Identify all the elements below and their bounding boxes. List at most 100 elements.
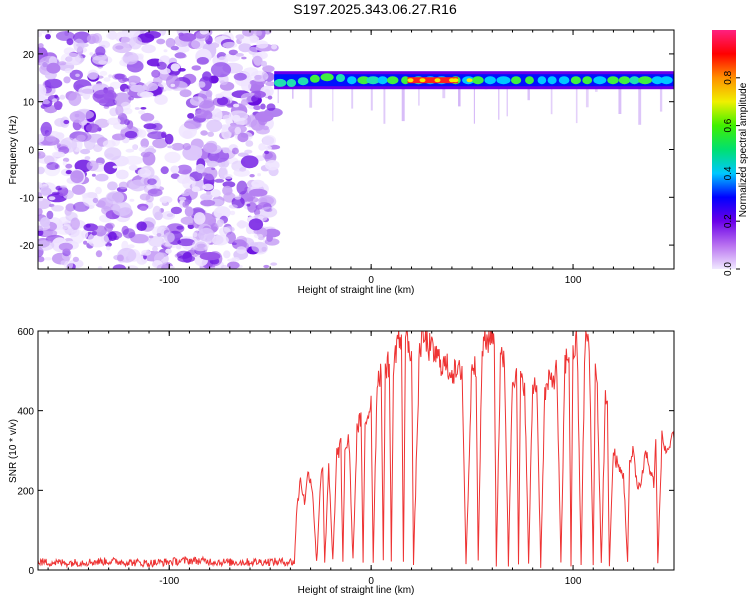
spectrogram-frame [37, 29, 675, 270]
noise-speckle [264, 238, 280, 246]
noise-speckle [44, 257, 53, 261]
noise-speckle [154, 94, 168, 105]
tone-blob [366, 76, 380, 85]
noise-speckle [92, 55, 113, 65]
noise-speckle [178, 32, 184, 37]
noise-speckle [84, 156, 91, 161]
noise-speckle [112, 264, 126, 269]
noise-speckle [163, 49, 168, 53]
noise-speckle [164, 151, 181, 164]
y-tick-label: 0 [28, 566, 34, 577]
noise-speckle [65, 169, 72, 175]
noise-speckle [263, 30, 272, 35]
noise-speckle [235, 53, 244, 57]
noise-speckle [46, 62, 61, 74]
tone-hot-spot [449, 78, 455, 83]
colorbar: 0.0 0.2 0.4 0.6 0.8 Normalized spectral ampl… [712, 30, 749, 276]
noise-speckle [38, 181, 43, 189]
noise-speckle [245, 140, 254, 147]
noise-speckle [64, 260, 73, 269]
noise-speckle [38, 208, 43, 216]
noise-speckle [94, 225, 107, 237]
noise-speckle [266, 103, 276, 111]
noise-speckle [187, 113, 195, 119]
noise-speckle [128, 95, 135, 101]
noise-speckle [156, 61, 167, 70]
noise-speckle [237, 152, 249, 157]
noise-speckle [42, 99, 50, 105]
noise-speckle [112, 201, 132, 217]
noise-speckle [48, 196, 56, 201]
noise-speckle [227, 258, 234, 262]
noise-speckle [97, 266, 103, 269]
noise-speckle [108, 74, 113, 78]
noise-speckle [147, 178, 157, 185]
noise-speckle [53, 151, 66, 158]
noise-speckle [201, 172, 208, 176]
noise-speckle [128, 164, 138, 171]
noise-speckle [211, 108, 223, 122]
noise-speckle [89, 52, 94, 56]
noise-speckle [249, 35, 260, 43]
noise-speckle [177, 238, 196, 247]
noise-speckle [139, 91, 154, 98]
noise-speckle [83, 240, 88, 245]
noise-speckle [165, 248, 172, 254]
noise-speckle [236, 246, 247, 255]
y-tick-label: 200 [17, 486, 34, 497]
noise-speckle [237, 220, 246, 229]
noise-speckle [141, 249, 152, 256]
noise-speckle [234, 195, 242, 200]
tone-blob [496, 76, 511, 85]
noise-speckle [207, 131, 214, 137]
noise-speckle [170, 173, 180, 180]
x-tick-label: 0 [368, 275, 374, 286]
noise-speckle [182, 143, 191, 151]
noise-speckle [161, 198, 168, 204]
noise-speckle [106, 245, 111, 251]
noise-speckle [261, 60, 267, 67]
noise-speckle [166, 74, 180, 89]
colorbar-tick-label: 0.8 [723, 70, 734, 84]
noise-speckle [114, 99, 120, 104]
noise-speckle [137, 168, 152, 178]
noise-speckle [156, 38, 166, 45]
noise-speckle [60, 52, 81, 66]
noise-speckle [137, 129, 147, 138]
noise-speckle [169, 265, 175, 269]
noise-speckle [223, 250, 231, 259]
snr-panel: -100 0 100 0 200 400 600 Height of straight li… [8, 327, 675, 596]
tone-blob [593, 76, 607, 85]
noise-speckle [139, 193, 151, 201]
noise-speckle [200, 193, 213, 201]
noise-speckle [210, 62, 232, 78]
noise-speckle [148, 235, 165, 248]
noise-speckle [206, 160, 219, 167]
colorbar-gradient-bar [712, 30, 736, 269]
tone-blob [582, 76, 593, 85]
noise-speckle [70, 217, 80, 230]
noise-speckle [95, 186, 102, 195]
snr-x-label: Height of straight line (km) [298, 585, 415, 596]
noise-speckle [251, 179, 265, 188]
noise-speckle [250, 70, 269, 82]
colorbar-tick-label: 0.4 [723, 166, 734, 180]
noise-speckle [227, 261, 240, 269]
noise-speckle [178, 196, 187, 201]
noise-speckle [210, 223, 219, 232]
noise-speckle [254, 92, 262, 98]
noise-speckle [122, 228, 136, 239]
noise-speckle [112, 42, 132, 54]
noise-speckle [122, 155, 144, 165]
tone-hot-spot [434, 78, 441, 83]
noise-speckle [216, 209, 225, 214]
noise-speckle [85, 223, 91, 228]
noise-speckle [124, 130, 138, 139]
noise-speckle [231, 147, 239, 155]
noise-speckle [104, 147, 122, 161]
x-tick-label: 100 [565, 576, 582, 587]
x-tick-label: 100 [565, 275, 582, 286]
noise-speckle [141, 44, 156, 54]
noise-speckle [246, 203, 251, 207]
tone-blob [547, 76, 557, 85]
